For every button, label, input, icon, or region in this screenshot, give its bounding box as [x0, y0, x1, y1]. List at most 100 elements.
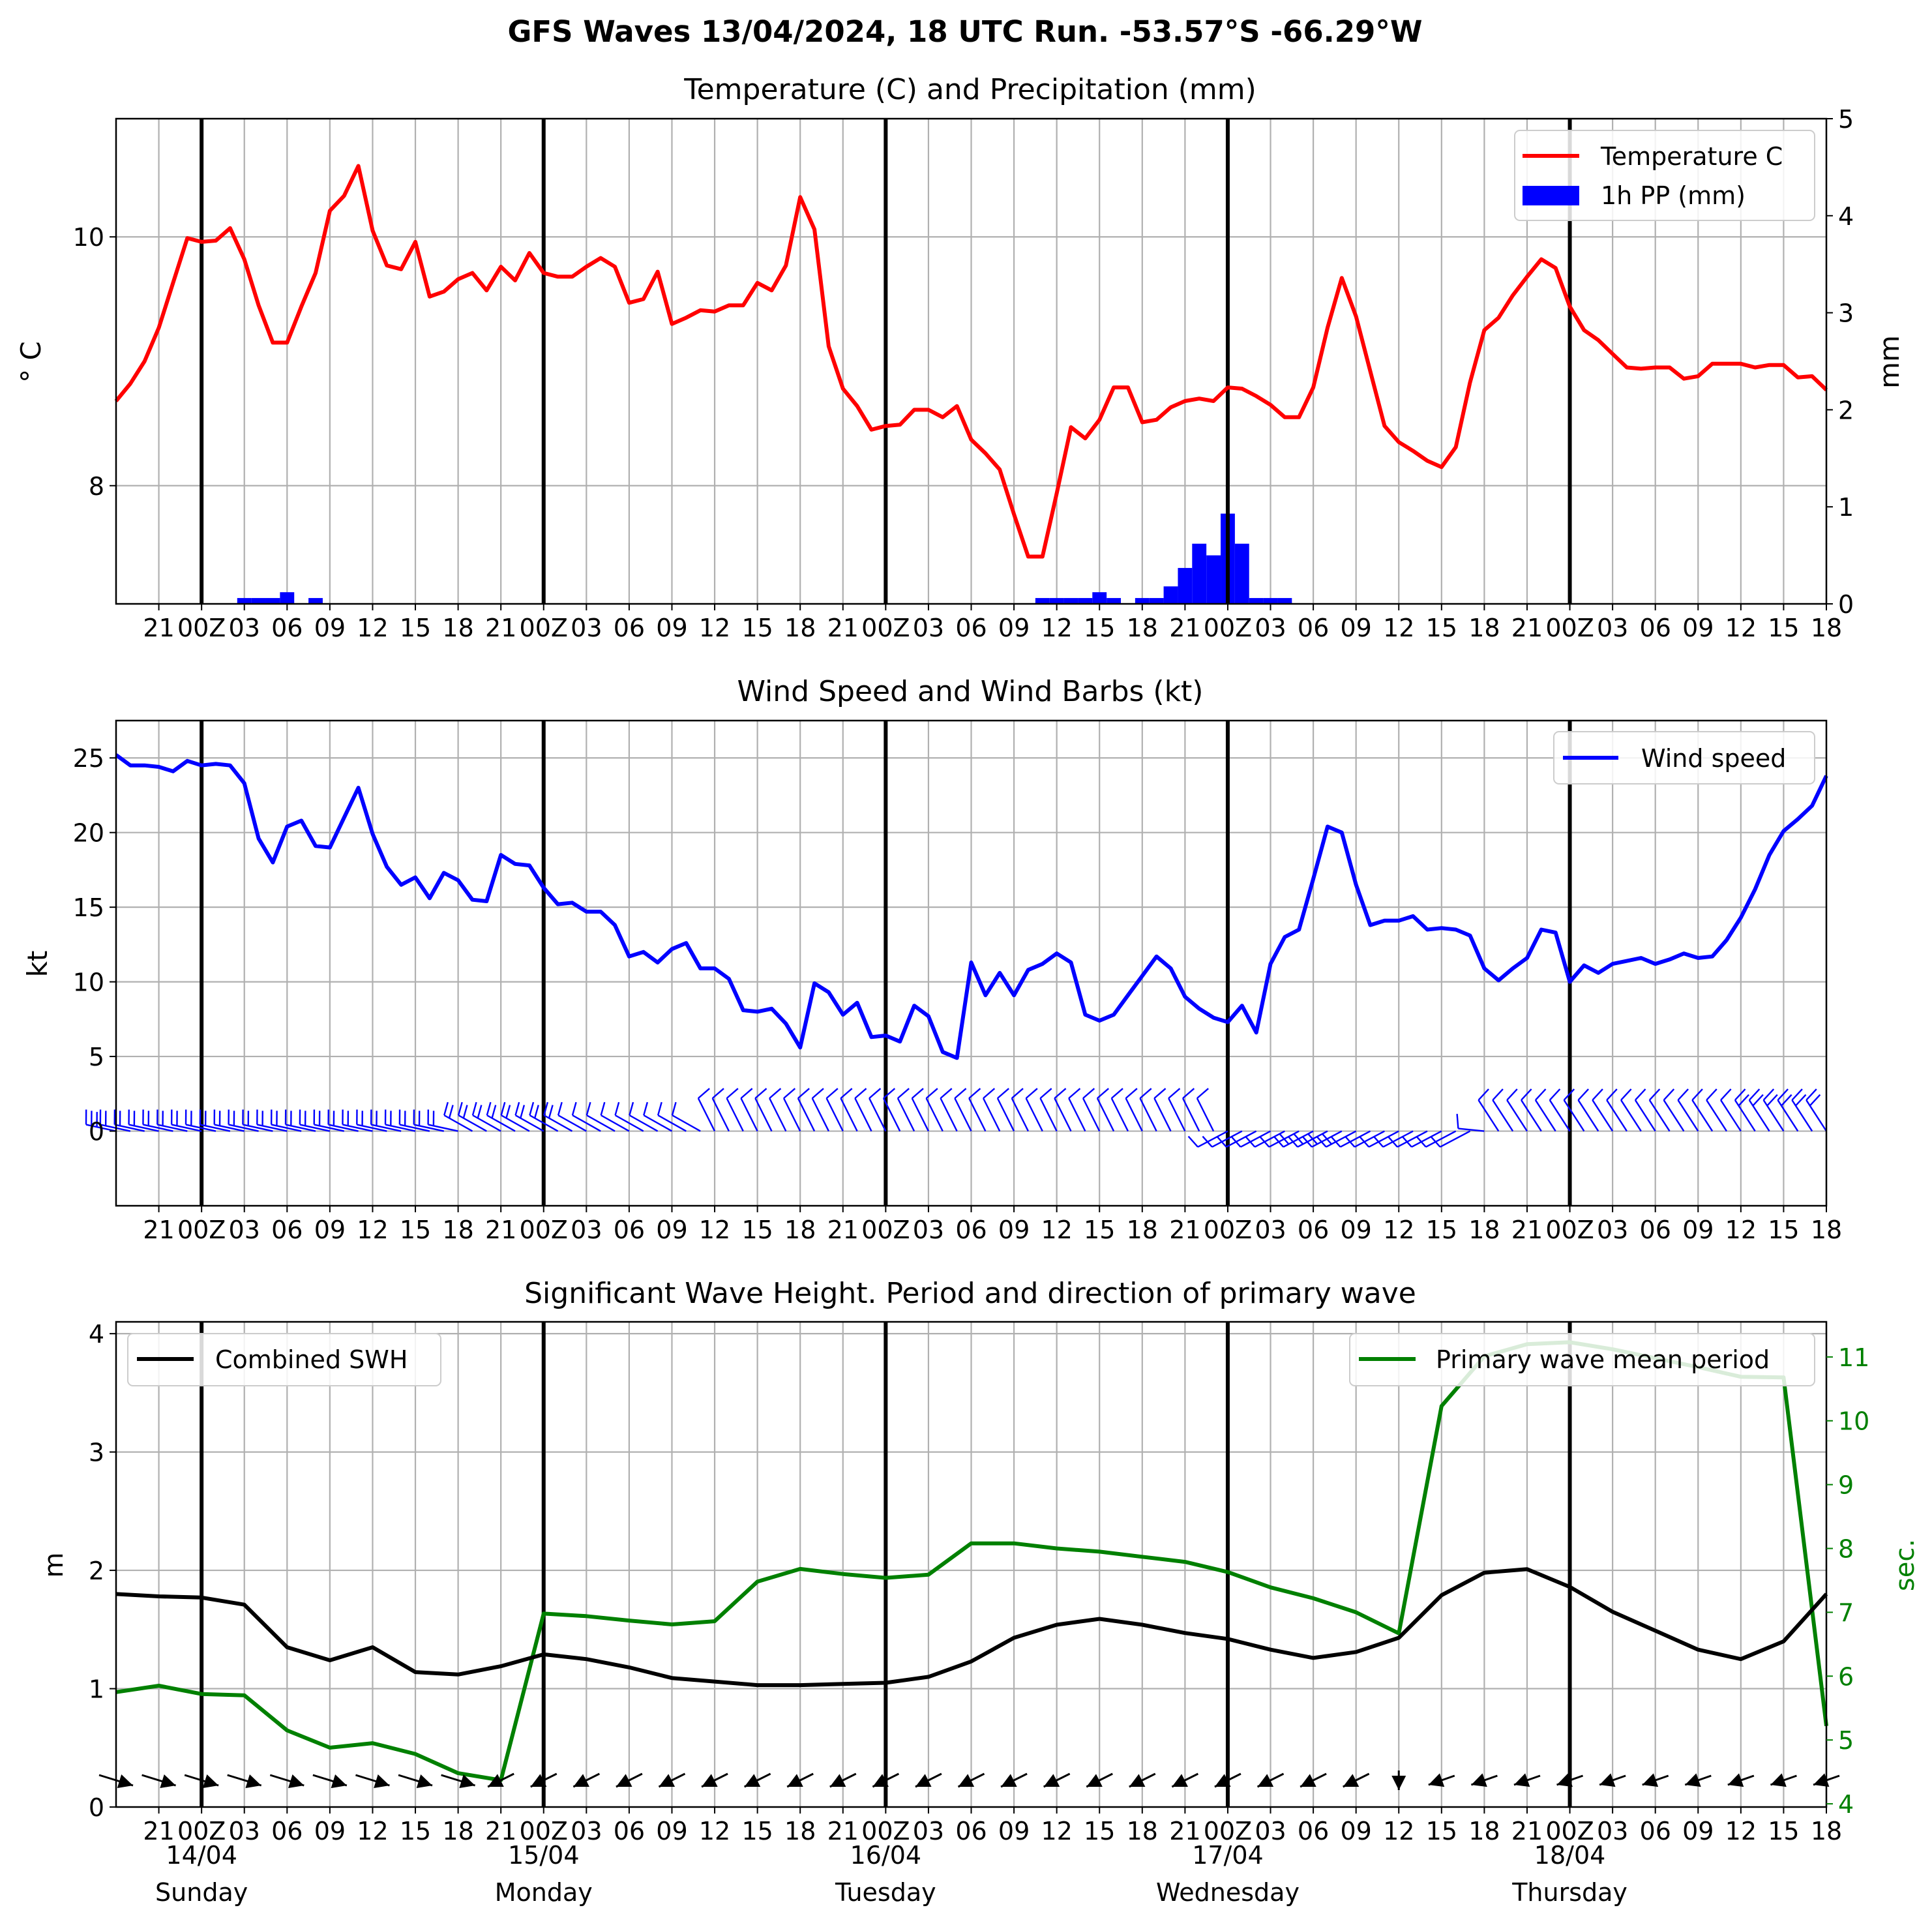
wind-barb-flag [869, 1088, 882, 1099]
x-tick-label: 21 [143, 1216, 174, 1244]
wave-arrow-head [659, 1774, 676, 1787]
x-tick-label: 15 [741, 1216, 773, 1244]
day-date-label: 16/04 [850, 1841, 922, 1870]
x-tick-label: 06 [1298, 614, 1329, 642]
x-tick-label: 03 [1255, 1817, 1286, 1845]
wind-barb-flag [1321, 1133, 1332, 1145]
x-tick-label: 21 [143, 1817, 174, 1845]
x-tick-label: 03 [571, 614, 602, 642]
precip-bar [1107, 598, 1122, 604]
wind-barb-shaft [1592, 1099, 1614, 1132]
wind-barb-shaft [1478, 1099, 1500, 1132]
wind-barb-flag [1287, 1135, 1298, 1148]
x-tick-label: 18 [1811, 614, 1842, 642]
x-tick-label: 03 [913, 1216, 944, 1244]
x-tick-label: 09 [1340, 1216, 1371, 1244]
wind-barb-flag [586, 1101, 591, 1116]
day-name-label: Wednesday [1156, 1878, 1300, 1907]
x-tick-label: 03 [229, 1216, 260, 1244]
y-right-tick-label: 4 [1838, 1790, 1854, 1819]
x-tick-label: 06 [1298, 1216, 1329, 1244]
temperature-series-line [114, 164, 1828, 559]
x-tick-label: 15 [1768, 614, 1799, 642]
x-tick-label: 09 [998, 614, 1030, 642]
wind-barb-flag [1279, 1133, 1290, 1145]
x-tick-label: 12 [1725, 614, 1757, 642]
y-tick-label: 0 [89, 1118, 104, 1146]
x-tick-label: 12 [1041, 614, 1072, 642]
wind-barb-shaft [1139, 1098, 1157, 1132]
temperature-panel-title: Temperature (C) and Precipitation (mm) [683, 73, 1256, 106]
wind-barb-flag [486, 1101, 492, 1116]
wind-barb-flag [548, 1105, 554, 1118]
wind-barb-flag [1416, 1135, 1427, 1148]
wind-barb-shaft [1354, 1130, 1385, 1148]
wave-yticks: 0 1 2 3 4 [89, 1320, 116, 1822]
wind-barb-flag [529, 1101, 535, 1116]
wind-barb-shaft [1125, 1098, 1143, 1132]
x-tick-label: 15 [1426, 614, 1457, 642]
wave-arrow-head [530, 1774, 547, 1787]
y-right-tick-label: 2 [1838, 396, 1854, 425]
x-tick-label: 12 [1383, 614, 1414, 642]
wind-barb-flag [500, 1101, 506, 1116]
wind-barb-flag [1577, 1088, 1589, 1101]
x-tick-label: 09 [656, 614, 687, 642]
wind-barb-flag [1196, 1088, 1209, 1099]
wind-barb-flag [1025, 1088, 1038, 1099]
wave-arrow-head [245, 1774, 261, 1789]
wind-barb-flag [1738, 1094, 1749, 1107]
period-legend-label: Primary wave mean period [1436, 1345, 1770, 1374]
precip-bar [1249, 598, 1264, 604]
wind-barb-flag [1387, 1135, 1398, 1148]
x-tick-label: 12 [1041, 1216, 1072, 1244]
wave-arrow-head [1391, 1776, 1406, 1790]
swh-line [115, 1567, 1828, 1688]
day-date-label: 18/04 [1534, 1841, 1606, 1870]
wind-barb-flag [571, 1101, 577, 1116]
wind-barb-shaft [825, 1098, 844, 1132]
x-tick-label: 15 [1084, 1817, 1115, 1845]
wind-legend: Wind speed [1553, 731, 1815, 784]
wind-barb-flag [1706, 1088, 1717, 1101]
wave-arrow-head [915, 1774, 932, 1787]
x-tick-label: 21 [1511, 1216, 1543, 1244]
wind-barb-shaft [1096, 1098, 1115, 1132]
swh-legend-label: Combined SWH [215, 1345, 408, 1374]
wind-barb-shaft [614, 1114, 644, 1132]
wind-barb-shaft [769, 1098, 787, 1132]
wind-barb-flag [514, 1101, 520, 1116]
wind-barb-flag [1216, 1135, 1227, 1148]
swh-legend: Combined SWH [127, 1333, 441, 1386]
wind-barb-flag [443, 1101, 449, 1116]
wind-legend-box [1553, 731, 1815, 784]
wind-barb-flag [1430, 1135, 1441, 1148]
temperature-ylabel: ° C [15, 341, 47, 383]
wind-barb-shaft [811, 1098, 829, 1132]
wave-arrow-head [374, 1774, 390, 1789]
wind-barb-flag [1592, 1088, 1603, 1101]
x-tick-label: 18 [784, 1817, 816, 1845]
wave-arrow-head [416, 1774, 433, 1789]
wind-barb-shaft [1054, 1098, 1072, 1132]
wind-barb-flag [740, 1088, 753, 1099]
wave-ylabel: m [39, 1553, 69, 1578]
x-tick-label: 06 [1298, 1817, 1329, 1845]
wave-xticks: 21 00Z 03 06 09 12 15 18 21 00Z 03 06 09 12 15 18 21 00Z 0… [143, 1807, 1842, 1845]
precip-bar [1092, 592, 1107, 604]
y-tick-label: 0 [89, 1793, 104, 1822]
y-right-tick-label: 1 [1838, 493, 1854, 522]
x-tick-label: 21 [485, 1216, 516, 1244]
x-tick-label: 00Z [177, 1216, 226, 1244]
y-tick-label: 1 [89, 1675, 104, 1704]
wind-barb-shaft [1563, 1099, 1585, 1132]
wave-arrow-head [331, 1774, 347, 1789]
wave-arrow-head [488, 1774, 504, 1787]
wind-barb-flag [1521, 1088, 1532, 1101]
wind-barb-flag [769, 1088, 782, 1099]
wind-barb-flag [1795, 1094, 1807, 1107]
wind-barb-flag [1663, 1088, 1675, 1101]
wave-arrow-head [1300, 1774, 1316, 1787]
x-tick-label: 00Z [861, 614, 910, 642]
precip-bar [251, 598, 266, 604]
